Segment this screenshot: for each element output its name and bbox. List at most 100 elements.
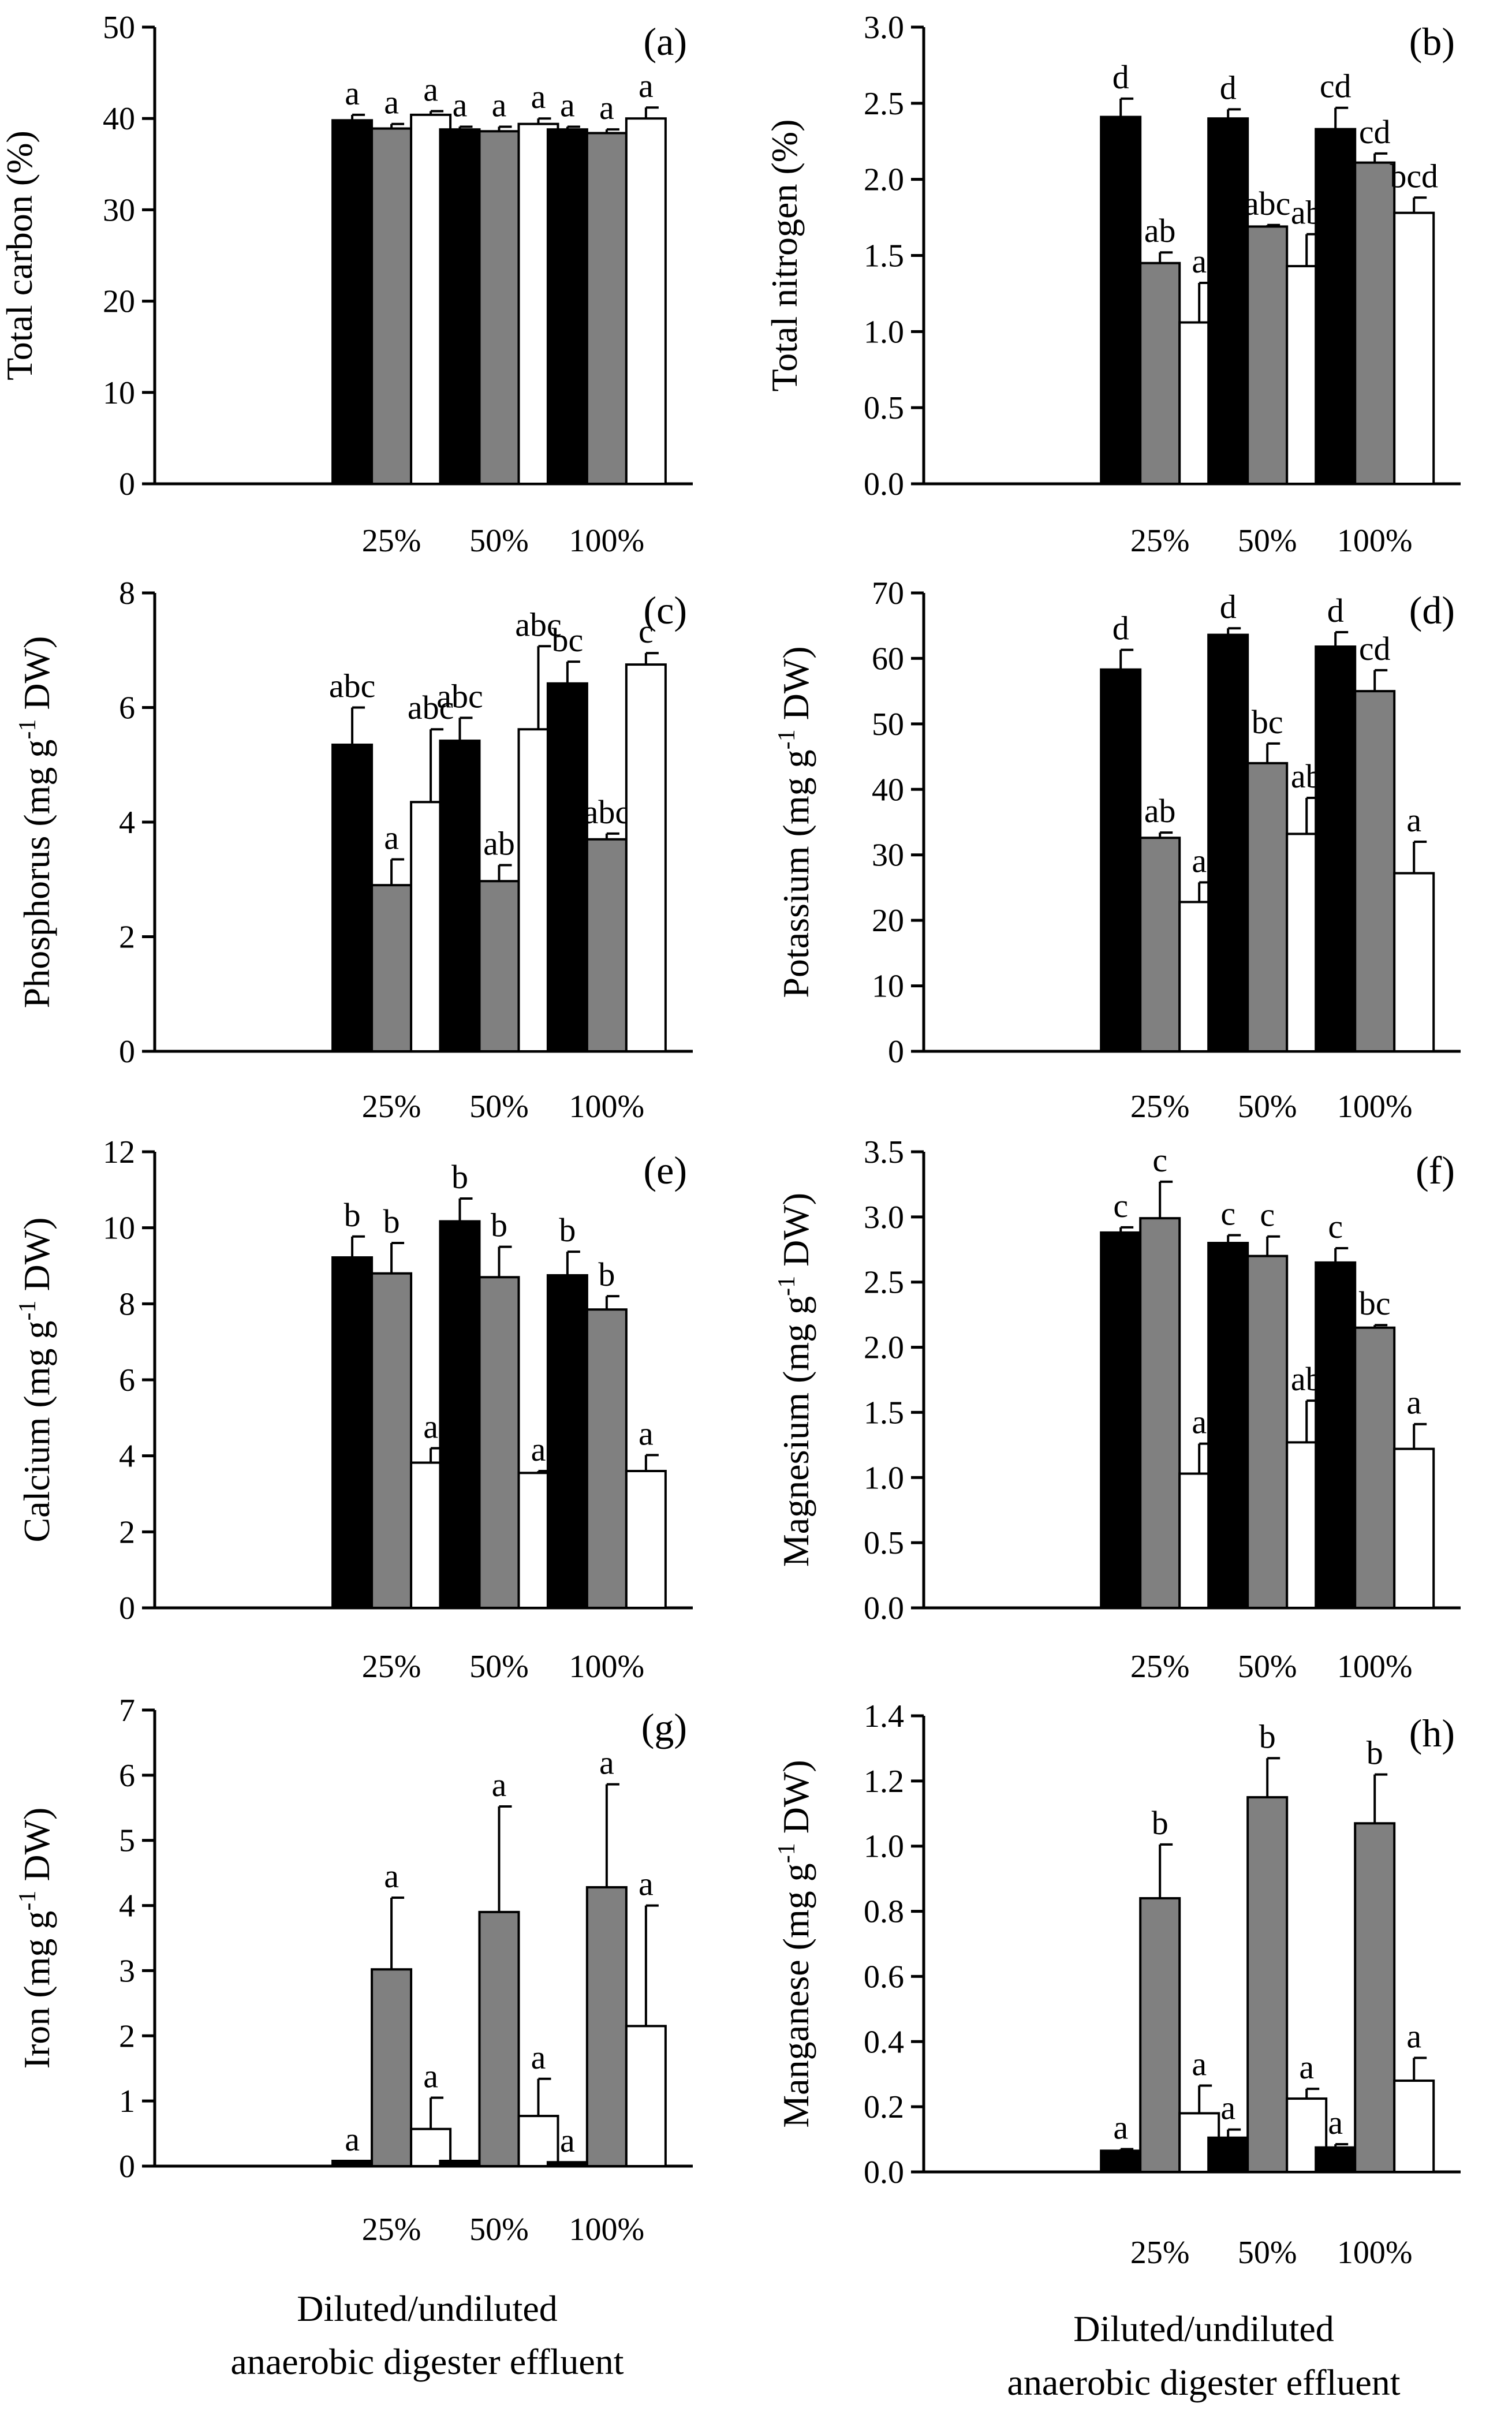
y-axis-title: Total carbon (%) — [0, 130, 40, 380]
bar — [478, 880, 520, 1053]
y-tick-label: 10 — [103, 1211, 135, 1246]
significance-letter: a — [423, 1408, 438, 1446]
significance-letter: b — [1152, 1804, 1168, 1842]
y-tick-label: 20 — [872, 903, 904, 939]
significance-letter: c — [1328, 1208, 1343, 1245]
significance-letter: cd — [1320, 68, 1352, 105]
y-tick-label: 2 — [119, 920, 135, 955]
significance-letter: d — [1112, 610, 1129, 647]
y-tick-label: 10 — [103, 375, 135, 411]
significance-letter: a — [1328, 2104, 1343, 2141]
significance-letter: d — [1220, 69, 1237, 106]
significance-letter: abc — [584, 793, 630, 831]
y-axis-title: Manganese (mg g-1 DW) — [774, 1760, 816, 2127]
panel-g: 0 1 2 3 4 5 6 7 (g) Iron (mg g-1 DW) a a a 25% a a 50% a a… — [14, 1693, 693, 2382]
x-axis-title-line2: anaerobic digester effluent — [1007, 2362, 1400, 2403]
bar — [625, 117, 667, 485]
bar — [517, 2115, 559, 2168]
y-tick-label: 6 — [119, 690, 135, 726]
bar — [1246, 1255, 1289, 1610]
y-tick-label: 0.5 — [864, 1525, 904, 1561]
y-tick-label: 2.0 — [864, 1330, 904, 1366]
bar — [371, 1272, 413, 1610]
significance-letter: a — [345, 2121, 360, 2158]
category-label: 100% — [569, 523, 645, 559]
category-label: 50% — [469, 1089, 529, 1125]
y-tick-label: 0.0 — [864, 466, 904, 502]
significance-letter: a — [1406, 1384, 1421, 1421]
y-tick-label: 3.0 — [864, 10, 904, 46]
significance-letter: a — [599, 1744, 614, 1782]
y-tick-label: 50 — [103, 10, 135, 46]
significance-letter: a — [1406, 2018, 1421, 2055]
significance-letter: a — [531, 2039, 546, 2076]
category-label: 50% — [1238, 523, 1297, 559]
y-tick-label: 1.0 — [864, 314, 904, 350]
significance-letter: b — [383, 1203, 400, 1240]
bar — [1393, 211, 1435, 485]
category-label: 50% — [1238, 2235, 1297, 2271]
category-label: 50% — [469, 2212, 529, 2248]
bar — [1246, 761, 1289, 1053]
y-tick-label: 0.0 — [864, 2155, 904, 2190]
significance-letter: abc — [329, 667, 376, 705]
bar — [546, 128, 588, 485]
bar — [1100, 2149, 1142, 2174]
y-tick-label: 0 — [119, 1034, 135, 1070]
y-tick-label: 8 — [119, 576, 135, 611]
y-tick-label: 0.8 — [864, 1894, 904, 1930]
y-tick-label: 1.0 — [864, 1460, 904, 1496]
y-tick-label: 2 — [119, 1514, 135, 1550]
panel-f: 0.0 0.5 1.0 1.5 2.0 2.5 3.0 3.5 (f) Magnesium (mg… — [774, 1134, 1461, 1685]
category-label: 25% — [362, 1089, 421, 1125]
bar — [625, 2025, 667, 2168]
y-axis-title: Phosphorus (mg g-1 DW) — [14, 636, 57, 1009]
bar — [1139, 262, 1181, 485]
bar — [1315, 128, 1357, 485]
y-tick-label: 60 — [872, 641, 904, 677]
panel-label: (c) — [644, 588, 687, 632]
significance-letter: a — [560, 2122, 575, 2159]
y-tick-label: 1.4 — [864, 1698, 904, 1734]
category-label: 100% — [1337, 1089, 1413, 1125]
significance-letter: a — [639, 1414, 654, 1452]
significance-letter: c — [1152, 1141, 1167, 1179]
y-tick-label: 5 — [119, 1823, 135, 1859]
panel-label: (f) — [1416, 1148, 1455, 1192]
significance-letter: a — [560, 86, 575, 124]
y-tick-label: 7 — [119, 1693, 135, 1729]
bar — [1139, 837, 1181, 1053]
significance-letter: a — [599, 89, 614, 126]
panel-label: (g) — [641, 1705, 687, 1749]
significance-letter: a — [1113, 2109, 1128, 2147]
significance-letter: bc — [552, 621, 584, 659]
y-axis-title: Potassium (mg g-1 DW) — [774, 646, 816, 998]
bar — [331, 744, 374, 1052]
category-label: 25% — [1130, 1649, 1190, 1685]
x-axis-title-line2: anaerobic digester effluent — [230, 2341, 624, 2382]
bar — [1354, 1326, 1396, 1610]
panel-d: 0 10 20 30 40 50 60 70 (d) Potassium (mg g-1 DW) d… — [774, 576, 1461, 1125]
bar — [439, 2159, 481, 2168]
bar — [1315, 1261, 1357, 1610]
significance-letter: b — [451, 1158, 468, 1196]
category-label: 50% — [469, 523, 529, 559]
bar — [478, 1910, 520, 2168]
category-label: 25% — [1130, 523, 1190, 559]
bar — [1139, 1217, 1181, 1609]
significance-letter: a — [1192, 2045, 1207, 2082]
bar — [1207, 1242, 1249, 1609]
y-tick-label: 0.6 — [864, 1959, 904, 1995]
significance-letter: abc — [515, 606, 562, 643]
category-label: 100% — [1337, 523, 1413, 559]
y-tick-label: 4 — [119, 1888, 135, 1924]
significance-letter: b — [1367, 1734, 1383, 1772]
bar — [625, 1470, 667, 1609]
bar — [331, 2159, 374, 2168]
significance-letter: c — [639, 613, 654, 650]
significance-letter: a — [1192, 1403, 1207, 1441]
bar — [1207, 2136, 1249, 2173]
bar — [1354, 161, 1396, 485]
y-tick-label: 30 — [872, 838, 904, 873]
y-tick-label: 0.5 — [864, 390, 904, 426]
